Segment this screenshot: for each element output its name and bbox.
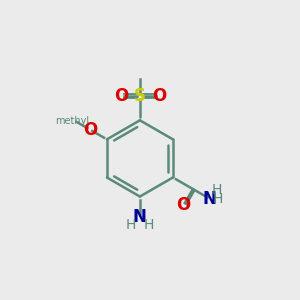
Text: methyl: methyl	[56, 116, 90, 126]
Text: H: H	[126, 218, 136, 232]
Text: H: H	[143, 218, 154, 232]
Text: H: H	[213, 192, 224, 206]
Text: N: N	[203, 190, 217, 208]
Text: S: S	[134, 87, 146, 105]
Text: O: O	[152, 87, 166, 105]
Text: O: O	[114, 87, 128, 105]
Text: O: O	[83, 121, 97, 139]
Text: O: O	[176, 196, 191, 214]
Text: N: N	[133, 208, 147, 226]
Text: H: H	[211, 183, 221, 197]
